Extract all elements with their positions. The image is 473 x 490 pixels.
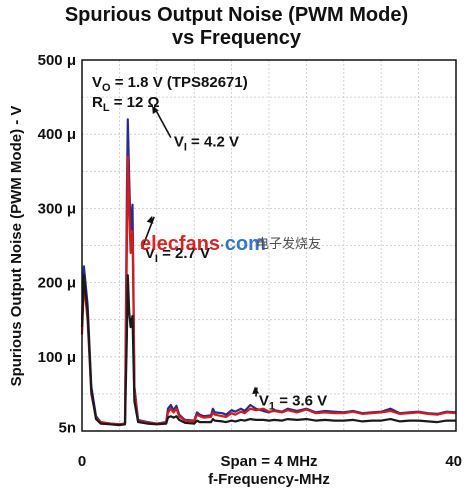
- watermark-cn-text: 电子发烧友: [256, 236, 321, 252]
- condition-text: VO = 1.8 V (TPS82671): [92, 74, 248, 94]
- y-tick-label: 400 μ: [38, 126, 76, 143]
- test-conditions: VO = 1.8 V (TPS82671)RL = 12 Ω: [92, 74, 248, 114]
- x-axis-label: f-Frequency-MHz: [208, 471, 330, 488]
- annotation-arrowhead: [252, 386, 260, 394]
- y-tick-label: 500 μ: [38, 52, 76, 69]
- y-tick-label: 200 μ: [38, 275, 76, 292]
- x-tick-labels: 0 40: [78, 453, 462, 470]
- chart-title-line-1: Spurious Output Noise (PWM Mode): [64, 4, 409, 26]
- plot-frame: [81, 59, 457, 432]
- annotation-arrowhead: [146, 215, 154, 224]
- y-tick-label: 300 μ: [38, 200, 76, 217]
- annotation-label: VI = 2.7 V: [145, 245, 210, 265]
- x-tick-label: 40: [445, 453, 462, 470]
- annotation-arrowhead: [152, 106, 159, 114]
- annotation-label: VI = 4.2 V: [174, 134, 239, 154]
- chart-title-line-2: vs Frequency: [172, 27, 301, 49]
- chart-title: Spurious Output Noise (PWM Mode) vs Freq…: [0, 4, 473, 50]
- annotation-label: V1 = 3.6 V: [259, 393, 327, 413]
- watermark: elecfans·com 电子发烧友: [140, 233, 321, 255]
- grid: [82, 60, 456, 431]
- span-label: Span = 4 MHz: [220, 453, 317, 470]
- series-line-2: [80, 155, 457, 426]
- series-line-3: [80, 274, 456, 427]
- y-tick-label: 100 μ: [38, 349, 76, 366]
- watermark-text: elecfans·com: [140, 233, 266, 255]
- series-group: [80, 118, 457, 427]
- y-axis-label: Spurious Output Noise (PWM Mode) - V: [8, 106, 25, 387]
- y-tick-labels: 500 μ 400 μ 300 μ 200 μ 100 μ 5n: [38, 52, 76, 436]
- annotation-arrow: [153, 106, 172, 139]
- annotations: VI = 4.2 V VI = 2.7 V V1 = 3.6 V: [141, 106, 327, 413]
- y-tick-label: 5n: [58, 419, 76, 436]
- condition-text: RL = 12 Ω: [92, 94, 160, 114]
- x-tick-label: 0: [78, 453, 86, 470]
